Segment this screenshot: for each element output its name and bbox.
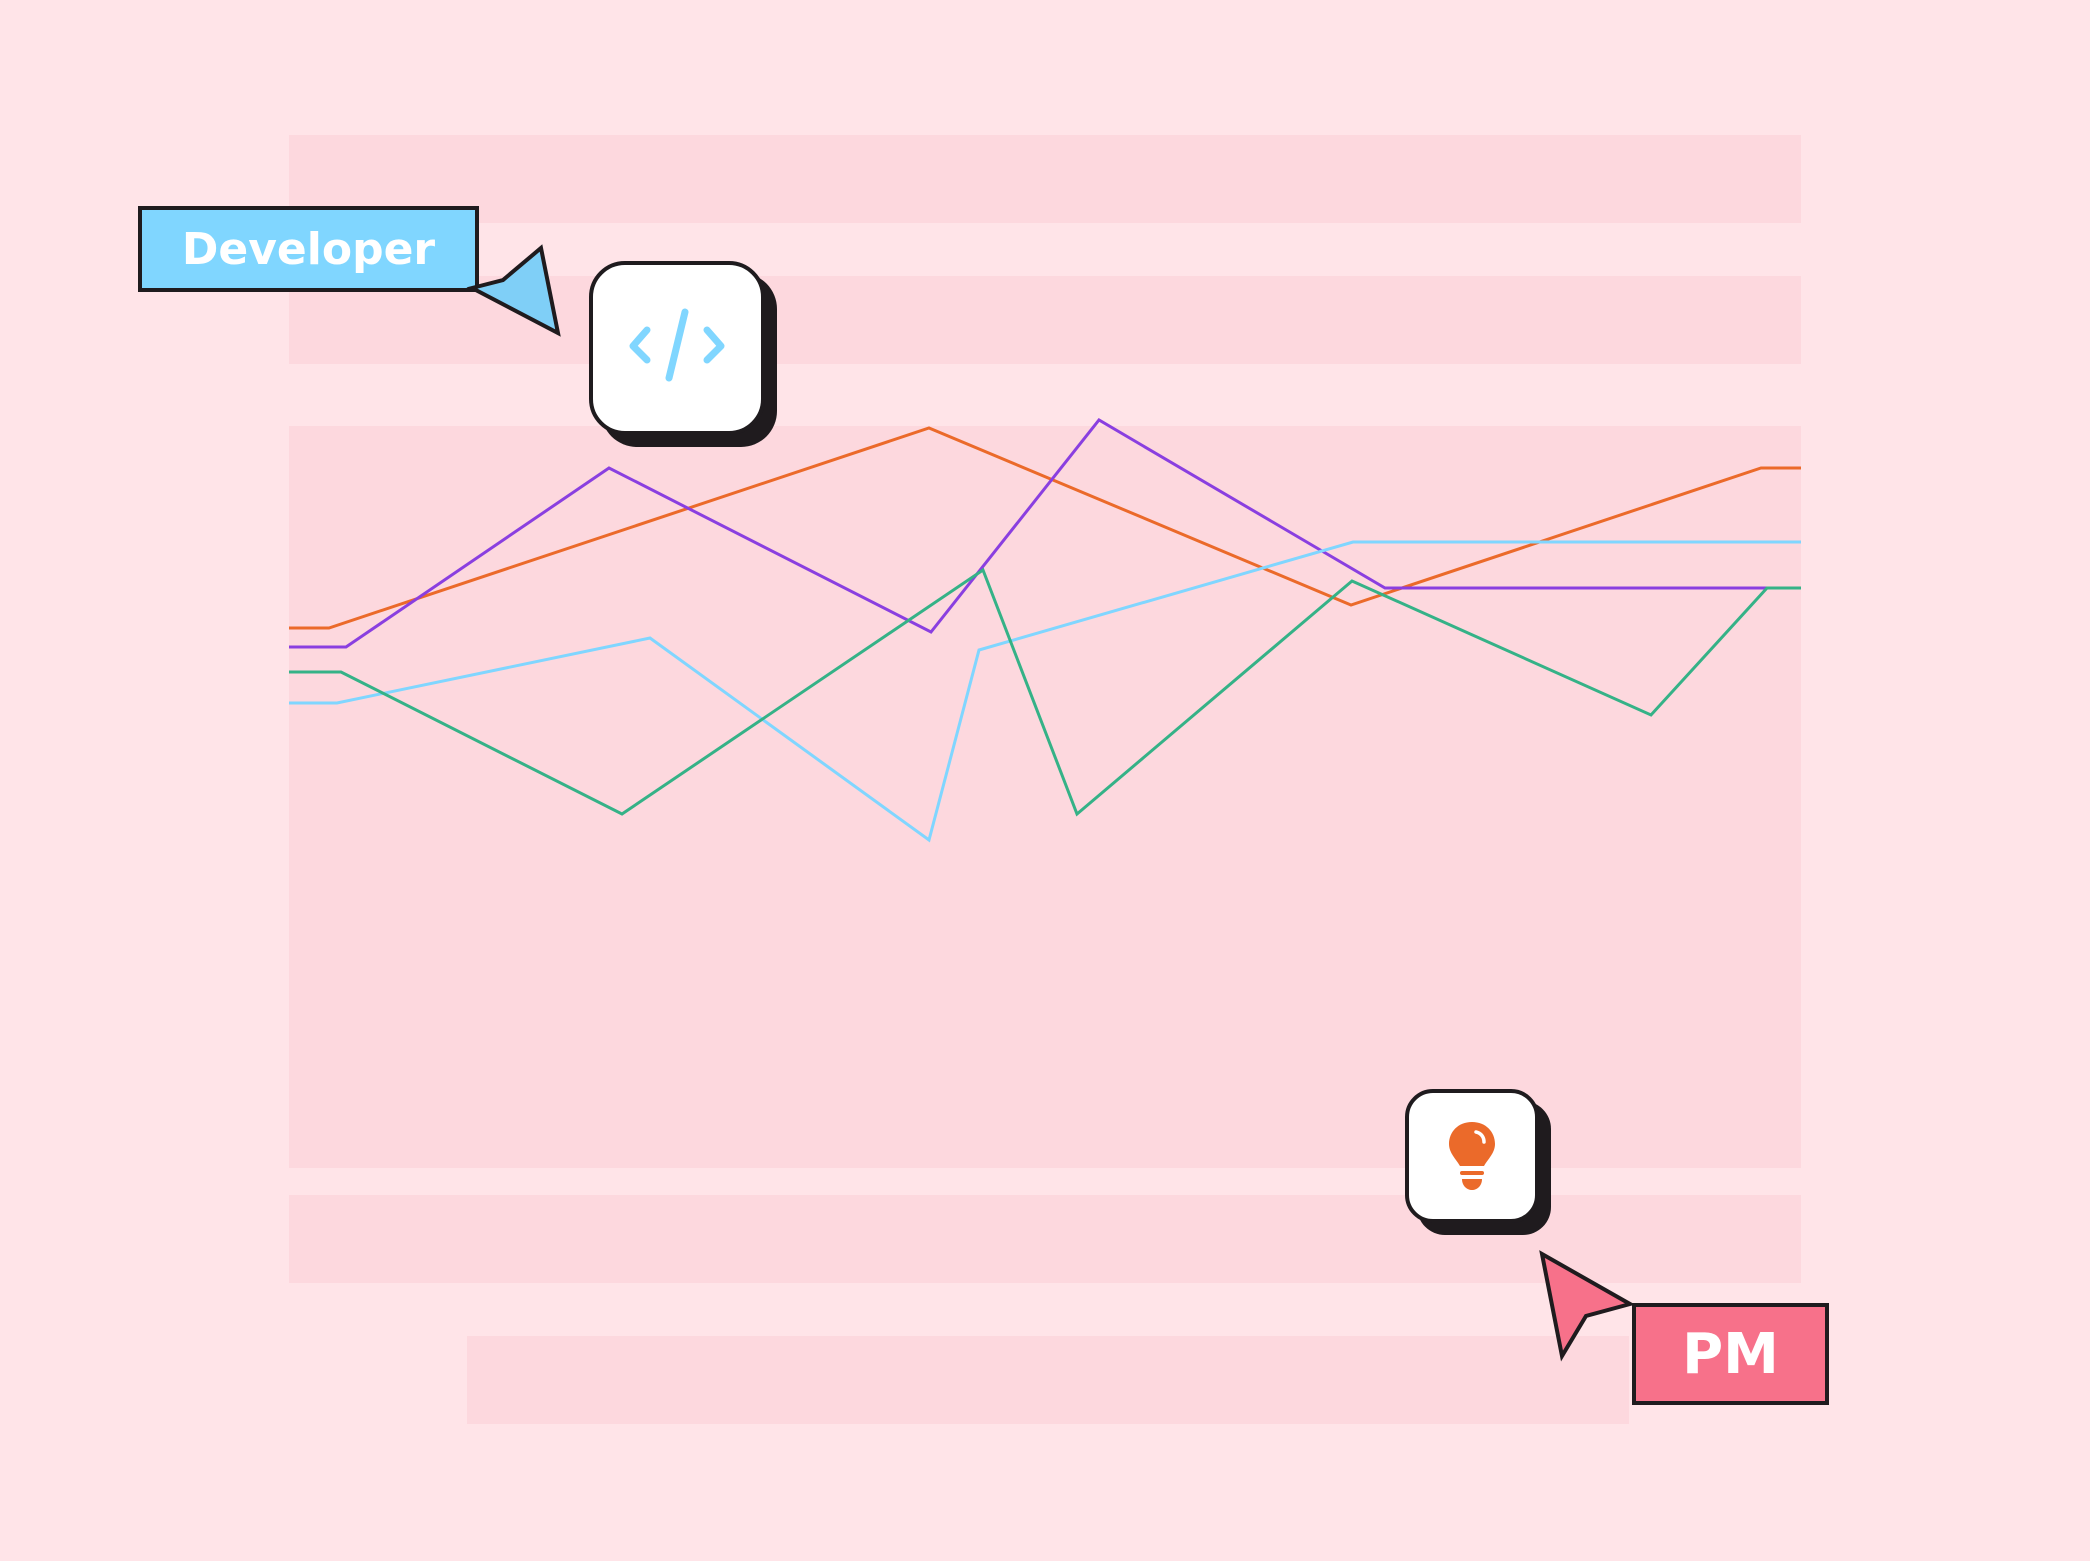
content-block-1 (289, 135, 1801, 223)
series-line-3 (289, 540, 1801, 843)
developer-cursor-icon (466, 244, 561, 337)
lightbulb-icon (1449, 1122, 1495, 1190)
pm-tag-label: PM (1682, 1321, 1779, 1387)
content-block-4 (467, 1336, 1629, 1424)
series-line-1 (289, 426, 1801, 630)
chart-panel (289, 426, 1801, 1168)
line-chart (289, 418, 1801, 843)
developer-tag-label: Developer (181, 223, 436, 275)
pm-cursor-icon (1539, 1250, 1636, 1362)
developer-tag: Developer (138, 206, 479, 292)
series-line-2 (289, 418, 1801, 649)
code-icon (629, 308, 725, 382)
code-icon-card (589, 261, 777, 447)
series-line-4 (289, 567, 1801, 817)
pm-tag: PM (1632, 1303, 1829, 1405)
lightbulb-icon-card (1405, 1089, 1551, 1235)
